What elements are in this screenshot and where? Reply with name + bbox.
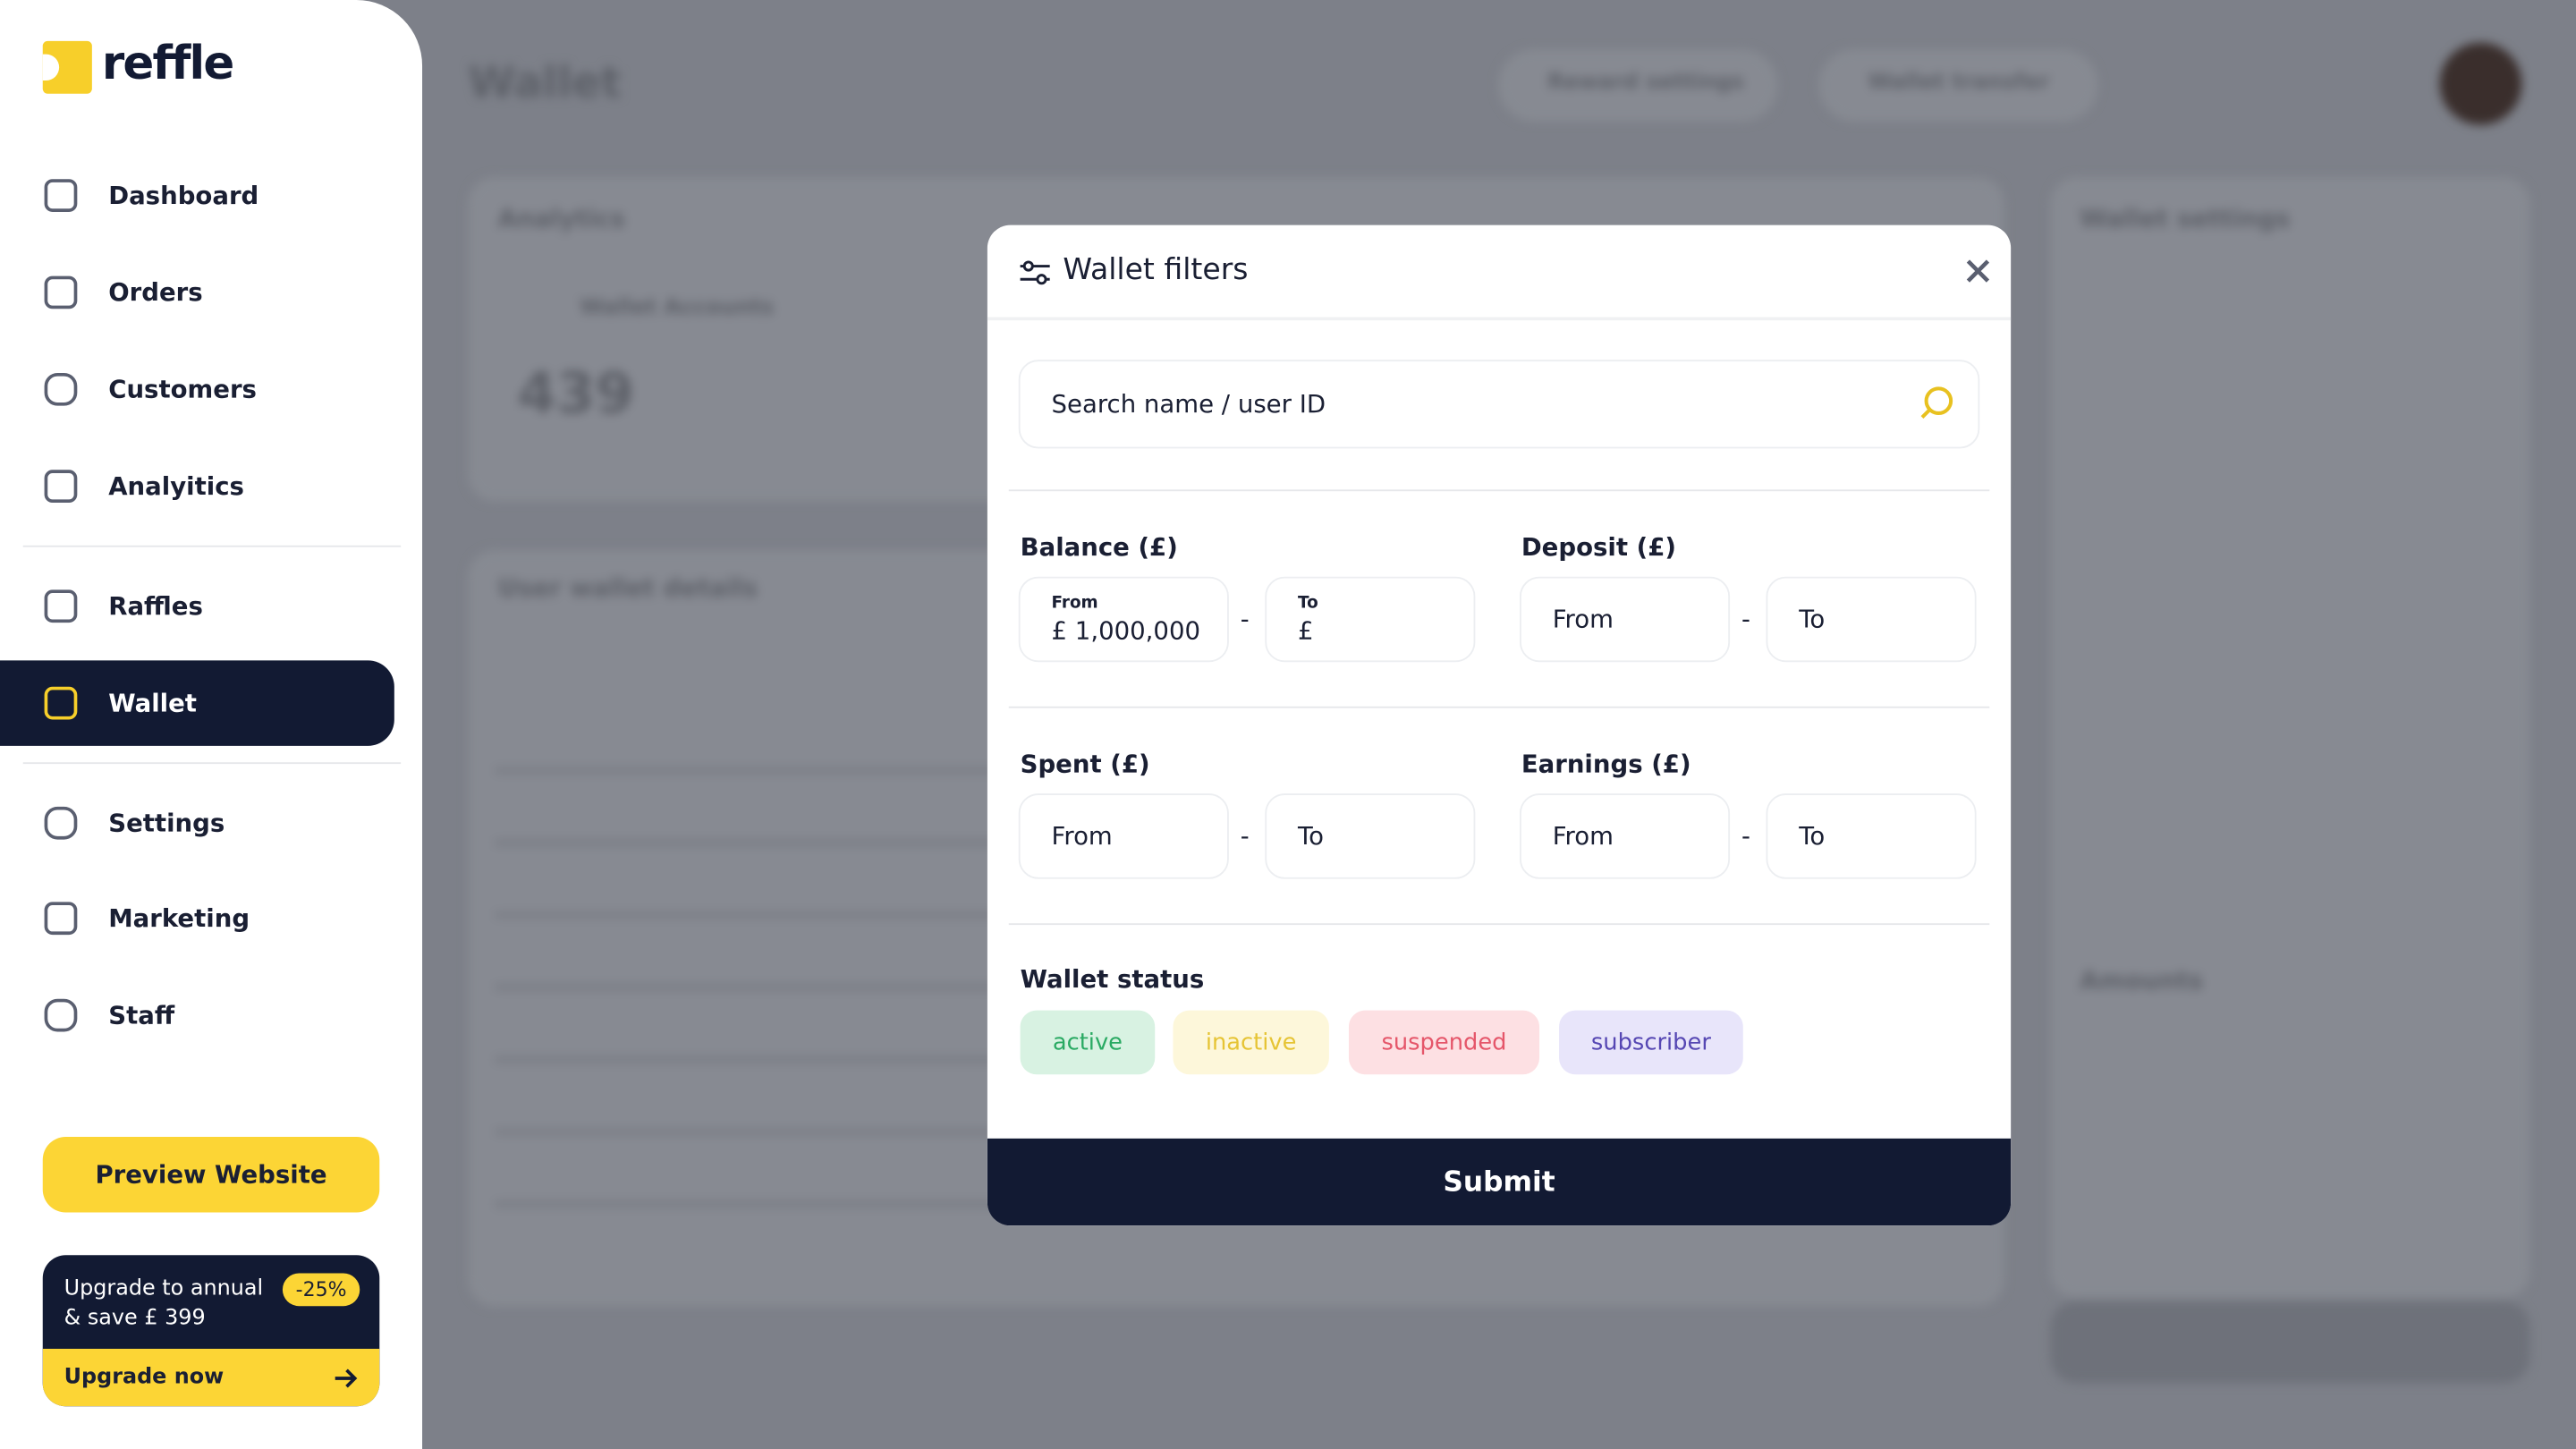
label: Wallet transfer: [1868, 70, 2050, 96]
divider: [987, 317, 2012, 321]
header-button: Wallet transfer: [1818, 49, 2098, 122]
divider: [1008, 923, 1990, 926]
label: Upgrade now: [64, 1365, 225, 1390]
status-chip[interactable]: active: [1020, 1010, 1156, 1075]
label: Marketing: [108, 903, 250, 934]
placeholder: From: [1552, 821, 1614, 852]
nav-item[interactable]: Dashboard: [0, 153, 394, 239]
nav-item[interactable]: Orders: [0, 250, 394, 335]
divider: [1008, 706, 1990, 708]
settings-card: Wallet settings Amounts: [2050, 177, 2530, 1299]
label: Customers: [108, 374, 257, 404]
separator: -: [1741, 821, 1750, 852]
label: Amounts: [2080, 966, 2204, 996]
from-input[interactable]: From: [1018, 793, 1229, 879]
label: Analytics: [497, 203, 625, 233]
label: Settings: [108, 808, 225, 838]
label: User wallet details: [497, 573, 758, 604]
separator: -: [1240, 821, 1250, 852]
submit-button[interactable]: Submit: [987, 1138, 2012, 1226]
separator: -: [1741, 604, 1750, 634]
nav-item-active[interactable]: Wallet: [0, 660, 394, 746]
upgrade-button[interactable]: Upgrade now: [42, 1348, 380, 1407]
divider: [1008, 489, 1990, 492]
nav-item[interactable]: Settings: [0, 780, 394, 866]
to-input[interactable]: To: [1766, 793, 1977, 879]
status-chip[interactable]: suspended: [1348, 1010, 1540, 1075]
filter-icon: [1020, 260, 1050, 285]
to-input[interactable]: To: [1265, 793, 1476, 879]
label: Reward settings: [1547, 70, 1744, 96]
nav-item[interactable]: Customers: [0, 347, 394, 433]
label: & save £ 399: [64, 1306, 206, 1331]
label: Upgrade to annual: [64, 1276, 264, 1301]
from-input[interactable]: From £ 1,000,000: [1018, 576, 1229, 663]
label: Analyitics: [108, 471, 244, 502]
upgrade-card: Upgrade to annual & save £ 399 -25% Upgr…: [42, 1255, 380, 1407]
filter-label: Balance (£): [1020, 532, 1178, 563]
sidebar: reffle Dashboard Orders Customers Analyi…: [0, 0, 423, 1449]
filter-label: Deposit (£): [1521, 532, 1676, 563]
nav-item[interactable]: Analyitics: [0, 444, 394, 530]
search-input[interactable]: Search name / user ID: [1018, 360, 1980, 449]
logo-text: reffle: [101, 36, 234, 91]
placeholder: To: [1799, 604, 1826, 634]
label: Staff: [108, 1000, 175, 1030]
label: Wallet: [108, 688, 197, 718]
page-title: Wallet: [468, 59, 622, 109]
value: £: [1298, 614, 1314, 645]
filter-label: Spent (£): [1020, 749, 1150, 779]
placeholder: To: [1799, 821, 1826, 852]
label: Wallet Accounts: [580, 295, 775, 321]
close-button[interactable]: [1966, 259, 1990, 283]
nav-item[interactable]: Staff: [0, 972, 394, 1058]
label: To: [1298, 593, 1318, 613]
arrow-icon: [335, 1368, 358, 1388]
placeholder: From: [1552, 604, 1614, 634]
save-button: [2050, 1301, 2530, 1384]
nav-item[interactable]: Marketing: [0, 876, 394, 962]
filter-label: Earnings (£): [1521, 749, 1691, 779]
logo-mark: [42, 40, 92, 94]
header-button: Reward settings: [1498, 49, 1778, 122]
value: £ 1,000,000: [1051, 614, 1201, 645]
status-chip[interactable]: subscriber: [1559, 1010, 1743, 1075]
to-input[interactable]: To: [1766, 576, 1977, 663]
modal-title: Wallet filters: [1063, 252, 1249, 288]
placeholder: To: [1298, 821, 1325, 852]
avatar: [2439, 42, 2522, 125]
status-label: Wallet status: [1020, 964, 1205, 995]
divider: [22, 762, 402, 765]
label: Dashboard: [108, 181, 259, 211]
stat: 439: [517, 361, 634, 428]
placeholder: From: [1051, 821, 1113, 852]
status-chip[interactable]: inactive: [1173, 1010, 1329, 1075]
divider: [22, 545, 402, 547]
preview-button[interactable]: Preview Website: [42, 1137, 380, 1213]
badge: -25%: [282, 1273, 360, 1307]
label: Raffles: [108, 591, 203, 622]
from-input[interactable]: From: [1519, 793, 1731, 879]
to-input[interactable]: To £: [1265, 576, 1476, 663]
label: From: [1051, 593, 1098, 613]
from-input[interactable]: From: [1519, 576, 1731, 663]
filter-modal: Wallet filters Search name / user ID Bal…: [987, 225, 2012, 1226]
separator: -: [1240, 604, 1250, 634]
nav-item[interactable]: Raffles: [0, 564, 394, 649]
search-icon: [1920, 386, 1953, 419]
label: Orders: [108, 277, 203, 308]
label: Wallet settings: [2080, 203, 2291, 233]
placeholder: Search name / user ID: [1051, 389, 1326, 419]
